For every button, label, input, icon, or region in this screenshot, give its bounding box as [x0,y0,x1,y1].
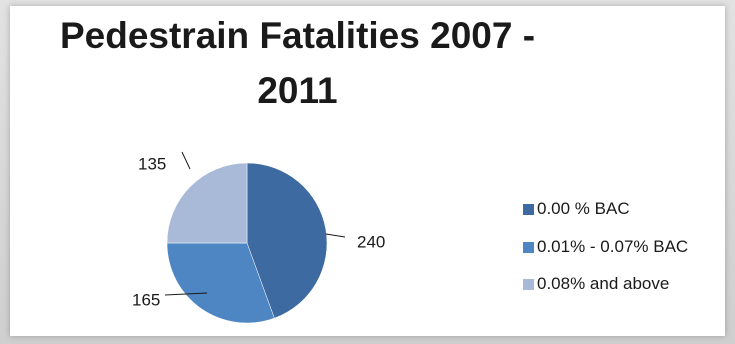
legend-item-1: 0.01% - 0.07% BAC [523,238,688,256]
legend-swatch-2 [523,279,534,290]
pie-slice-1 [166,242,275,324]
pie-slice-2 [166,162,248,244]
chart-title-line-2: 2011 [257,70,338,111]
leader-line-0 [325,233,346,238]
legend-item-0: 0.00 % BAC [523,200,630,218]
leader-line-1 [164,292,208,296]
data-label-0: 240 [357,232,385,251]
chart-title-line-1: Pedestrain Fatalities 2007 - [59,15,536,56]
legend-swatch-0 [523,204,534,215]
chart-title: Pedestrain Fatalities 2007 - 2011 [10,6,585,118]
legend-label-2: 0.08% and above [537,274,670,293]
leader-line-2 [181,151,191,170]
legend-label-1: 0.01% - 0.07% BAC [537,237,689,256]
chart-area: Pedestrain Fatalities 2007 - 2011 240 165… [10,6,725,336]
legend-label-0: 0.00 % BAC [537,199,630,218]
pie-slice-0 [246,162,328,319]
legend-swatch-1 [523,242,534,253]
data-label-2: 135 [138,154,166,173]
data-label-1: 165 [132,290,160,309]
legend-item-2: 0.08% and above [523,275,669,293]
pie-chart: 240 165 135 [132,151,385,324]
